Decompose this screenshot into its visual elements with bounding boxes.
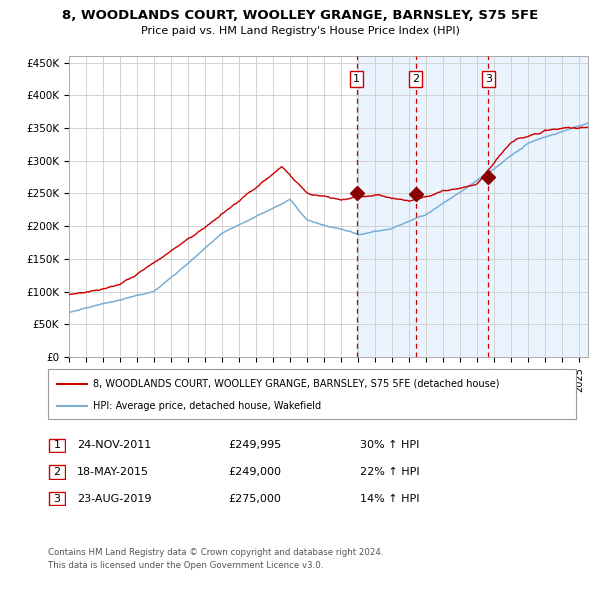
FancyBboxPatch shape <box>49 465 65 479</box>
Text: This data is licensed under the Open Government Licence v3.0.: This data is licensed under the Open Gov… <box>48 560 323 569</box>
Text: £249,000: £249,000 <box>228 467 281 477</box>
Text: 2: 2 <box>53 467 61 477</box>
Text: £249,995: £249,995 <box>228 441 281 450</box>
Text: 3: 3 <box>485 74 492 84</box>
Text: 1: 1 <box>353 74 360 84</box>
Text: 22% ↑ HPI: 22% ↑ HPI <box>360 467 419 477</box>
Text: Price paid vs. HM Land Registry's House Price Index (HPI): Price paid vs. HM Land Registry's House … <box>140 26 460 36</box>
Text: 8, WOODLANDS COURT, WOOLLEY GRANGE, BARNSLEY, S75 5FE (detached house): 8, WOODLANDS COURT, WOOLLEY GRANGE, BARN… <box>93 379 499 389</box>
Text: 8, WOODLANDS COURT, WOOLLEY GRANGE, BARNSLEY, S75 5FE: 8, WOODLANDS COURT, WOOLLEY GRANGE, BARN… <box>62 9 538 22</box>
FancyBboxPatch shape <box>49 438 65 453</box>
Text: 30% ↑ HPI: 30% ↑ HPI <box>360 441 419 450</box>
Text: 14% ↑ HPI: 14% ↑ HPI <box>360 494 419 503</box>
Text: 3: 3 <box>53 494 61 503</box>
Text: Contains HM Land Registry data © Crown copyright and database right 2024.: Contains HM Land Registry data © Crown c… <box>48 548 383 556</box>
Text: 1: 1 <box>53 441 61 450</box>
Text: HPI: Average price, detached house, Wakefield: HPI: Average price, detached house, Wake… <box>93 401 321 411</box>
Text: 2: 2 <box>412 74 419 84</box>
FancyBboxPatch shape <box>49 491 65 506</box>
Text: 24-NOV-2011: 24-NOV-2011 <box>77 441 151 450</box>
Text: £275,000: £275,000 <box>228 494 281 503</box>
Text: 23-AUG-2019: 23-AUG-2019 <box>77 494 151 503</box>
Text: 18-MAY-2015: 18-MAY-2015 <box>77 467 149 477</box>
